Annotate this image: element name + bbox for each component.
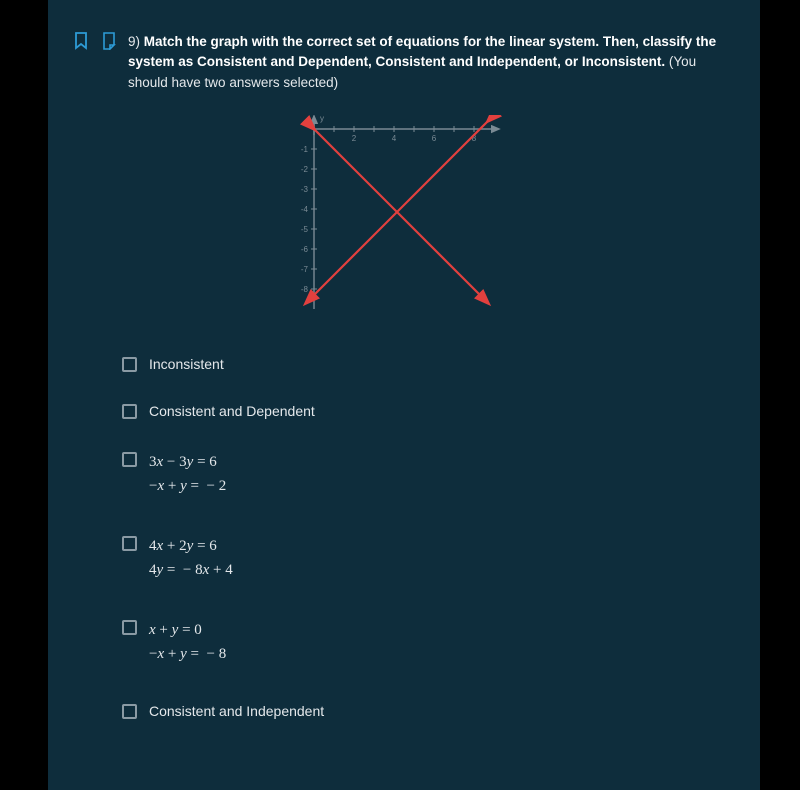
answers-list: Inconsistent Consistent and Dependent 3x −… xyxy=(122,355,736,722)
answer-option[interactable]: 4x + 2y = 64y = − 8x + 4 xyxy=(122,534,736,582)
answer-label: Consistent and Dependent xyxy=(149,402,315,422)
svg-text:-1: -1 xyxy=(301,145,309,154)
answer-label: x + y = 0−x + y = − 8 xyxy=(149,618,226,666)
question-text: 9) Match the graph with the correct set … xyxy=(128,32,736,93)
answer-label: Consistent and Independent xyxy=(149,702,324,722)
question-number: 9) xyxy=(128,34,140,49)
svg-text:4: 4 xyxy=(392,134,397,143)
svg-text:-4: -4 xyxy=(301,205,309,214)
answer-option[interactable]: 3x − 3y = 6−x + y = − 2 xyxy=(122,450,736,498)
checkbox[interactable] xyxy=(122,452,137,467)
answer-option[interactable]: x + y = 0−x + y = − 8 xyxy=(122,618,736,666)
answer-label: 3x − 3y = 6−x + y = − 2 xyxy=(149,450,226,498)
note-icon[interactable] xyxy=(100,32,118,50)
question-header: 9) Match the graph with the correct set … xyxy=(72,32,736,93)
answer-option[interactable]: Consistent and Independent xyxy=(122,702,736,722)
svg-text:-3: -3 xyxy=(301,185,309,194)
checkbox[interactable] xyxy=(122,404,137,419)
question-bold: Match the graph with the correct set of … xyxy=(128,34,716,69)
checkbox[interactable] xyxy=(122,536,137,551)
checkbox[interactable] xyxy=(122,620,137,635)
svg-text:-6: -6 xyxy=(301,245,309,254)
answer-option[interactable]: Inconsistent xyxy=(122,355,736,375)
svg-text:-5: -5 xyxy=(301,225,309,234)
question-panel: 9) Match the graph with the correct set … xyxy=(48,0,760,790)
svg-text:-7: -7 xyxy=(301,265,309,274)
answer-label: 4x + 2y = 64y = − 8x + 4 xyxy=(149,534,233,582)
svg-text:6: 6 xyxy=(432,134,437,143)
svg-text:-2: -2 xyxy=(301,165,309,174)
svg-text:y: y xyxy=(320,115,324,123)
checkbox[interactable] xyxy=(122,704,137,719)
svg-text:2: 2 xyxy=(352,134,357,143)
answer-label: Inconsistent xyxy=(149,355,224,375)
svg-text:-8: -8 xyxy=(301,285,309,294)
graph-container: 2468-1-2-3-4-5-6-7-8y xyxy=(72,115,736,325)
checkbox[interactable] xyxy=(122,357,137,372)
graph: 2468-1-2-3-4-5-6-7-8y xyxy=(274,115,534,325)
answer-option[interactable]: Consistent and Dependent xyxy=(122,402,736,422)
bookmark-icon[interactable] xyxy=(72,32,90,50)
